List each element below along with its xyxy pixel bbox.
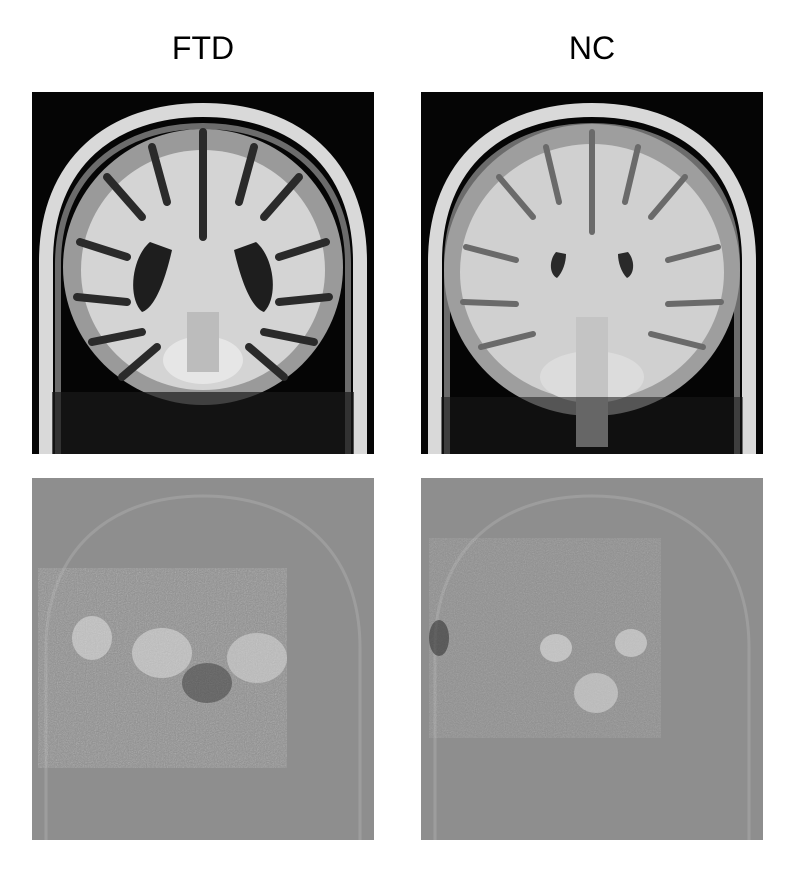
nc-mri-image (421, 92, 763, 454)
column-title-nc: NC (568, 30, 616, 66)
ftd-saliency-map (32, 478, 374, 840)
nc-saliency-map (421, 478, 763, 840)
ftd-mri-image (32, 92, 374, 454)
column-title-ftd: FTD (171, 30, 235, 66)
